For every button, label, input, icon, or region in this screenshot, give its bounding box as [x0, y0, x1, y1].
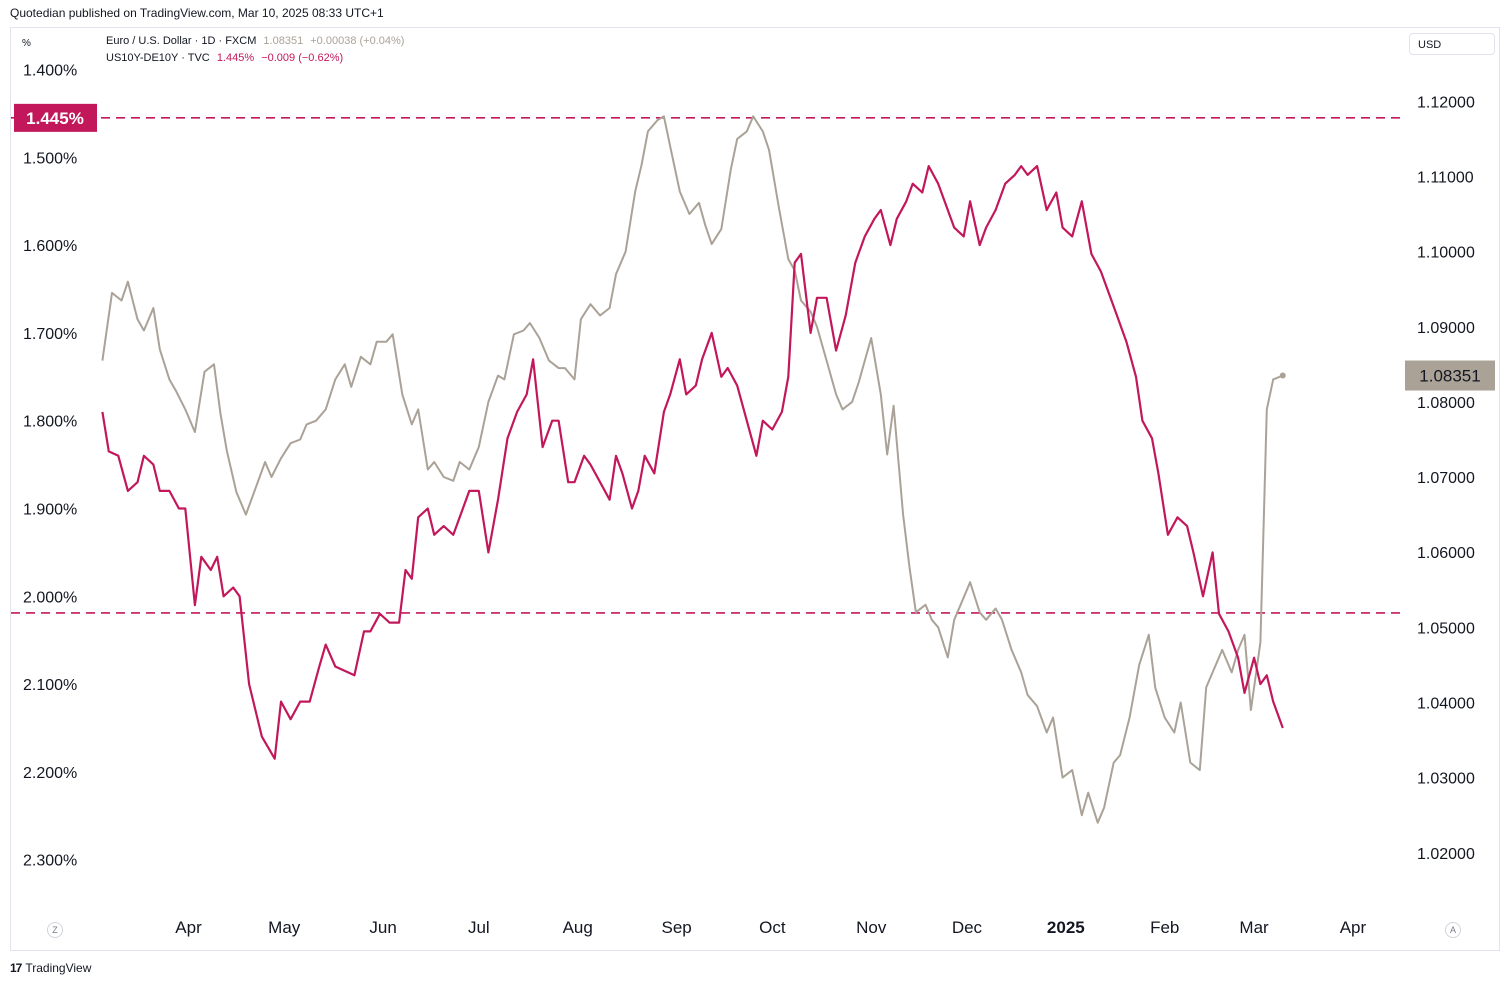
legend-spread-name: US10Y-DE10Y · TVC	[106, 52, 210, 64]
currency-unit-button[interactable]: USD	[1409, 33, 1495, 55]
right-tick-label: 1.08000	[1417, 395, 1475, 412]
right-tick-label: 1.07000	[1417, 470, 1475, 487]
x-tick-label: Jun	[369, 918, 396, 937]
left-axis-ticks: 1.400% 1.500% 1.600% 1.700% 1.800% 1.900% 2.00…	[23, 63, 77, 870]
right-axis-ticks: 1.12000 1.11000 1.10000 1.09000 1.08000 1.070…	[1417, 94, 1475, 862]
x-tick-label: Jul	[468, 918, 490, 937]
left-tick-label: 2.000%	[23, 589, 77, 606]
footer: 17 TradingView	[10, 961, 91, 975]
x-tick-label: May	[268, 918, 301, 937]
publisher-header: Quotedian published on TradingView.com, …	[10, 6, 384, 20]
x-tick-label: Mar	[1239, 918, 1269, 937]
x-tick-label: Oct	[759, 918, 786, 937]
x-tick-label: Apr	[1340, 918, 1367, 937]
spread-series-line[interactable]	[101, 165, 1284, 760]
right-tick-label: 1.04000	[1417, 695, 1475, 712]
left-tick-label: 1.400%	[23, 63, 77, 80]
x-tick-label: Dec	[952, 918, 983, 937]
auto-scale-right-button[interactable]: A	[1445, 922, 1461, 938]
x-tick-label: Sep	[661, 918, 691, 937]
legend-eurusd-name: Euro / U.S. Dollar · 1D · FXCM	[106, 35, 257, 47]
auto-scale-left-button[interactable]: Z	[47, 922, 63, 938]
legend-spread-value: 1.445%	[216, 52, 255, 64]
legend-spread[interactable]: US10Y-DE10Y · TVC 1.445% −0.009 (−0.62%)	[106, 52, 347, 64]
eurusd-last-point	[1279, 372, 1286, 379]
right-tick-label: 1.03000	[1417, 771, 1475, 788]
left-tick-label: 1.800%	[23, 414, 77, 431]
right-tick-label: 1.06000	[1417, 545, 1475, 562]
x-axis-ticks: Apr May Jun Jul Aug Sep Oct Nov Dec 2025 Feb Mar Apr	[175, 918, 1366, 937]
chart-frame	[10, 27, 1500, 951]
eurusd-series-line[interactable]	[101, 115, 1284, 824]
left-tick-label: 2.200%	[23, 765, 77, 782]
x-tick-label: Aug	[563, 918, 593, 937]
horizontal-lines	[11, 117, 1404, 614]
right-tick-label: 1.02000	[1417, 846, 1475, 863]
legend-eurusd-change: +0.00038 (+0.04%)	[310, 35, 405, 47]
left-tick-label: 1.600%	[23, 238, 77, 255]
footer-brand: TradingView	[25, 961, 92, 975]
left-tick-label: 1.900%	[23, 502, 77, 519]
spread-last-label-bg	[14, 103, 97, 132]
x-tick-label: Apr	[175, 918, 202, 937]
x-tick-label: Nov	[856, 918, 887, 937]
left-tick-label: 1.700%	[23, 326, 77, 343]
left-tick-label: 1.500%	[23, 150, 77, 167]
right-tick-label: 1.05000	[1417, 620, 1475, 637]
legend-eurusd[interactable]: Euro / U.S. Dollar · 1D · FXCM 1.08351 +…	[106, 35, 408, 47]
x-tick-label: 2025	[1047, 918, 1085, 937]
eurusd-last-label: 1.08351	[1419, 367, 1480, 386]
left-tick-label: 2.300%	[23, 853, 77, 870]
tradingview-logo-icon: 17	[10, 961, 22, 975]
spread-last-label: 1.445%	[26, 109, 84, 128]
left-axis-unit: %	[22, 38, 31, 49]
eurusd-last-label-bg	[1405, 360, 1495, 391]
left-tick-label: 2.100%	[23, 677, 77, 694]
legend-spread-change: −0.009 (−0.62%)	[261, 52, 344, 64]
legend-eurusd-value: 1.08351	[263, 35, 304, 47]
right-tick-label: 1.11000	[1417, 169, 1474, 186]
last-value-labels: 1.445% 1.08351	[14, 103, 1495, 391]
series-layer	[101, 115, 1286, 824]
right-tick-label: 1.10000	[1417, 245, 1475, 262]
right-tick-label: 1.09000	[1417, 320, 1475, 337]
right-tick-label: 1.12000	[1417, 94, 1475, 111]
x-tick-label: Feb	[1150, 918, 1179, 937]
